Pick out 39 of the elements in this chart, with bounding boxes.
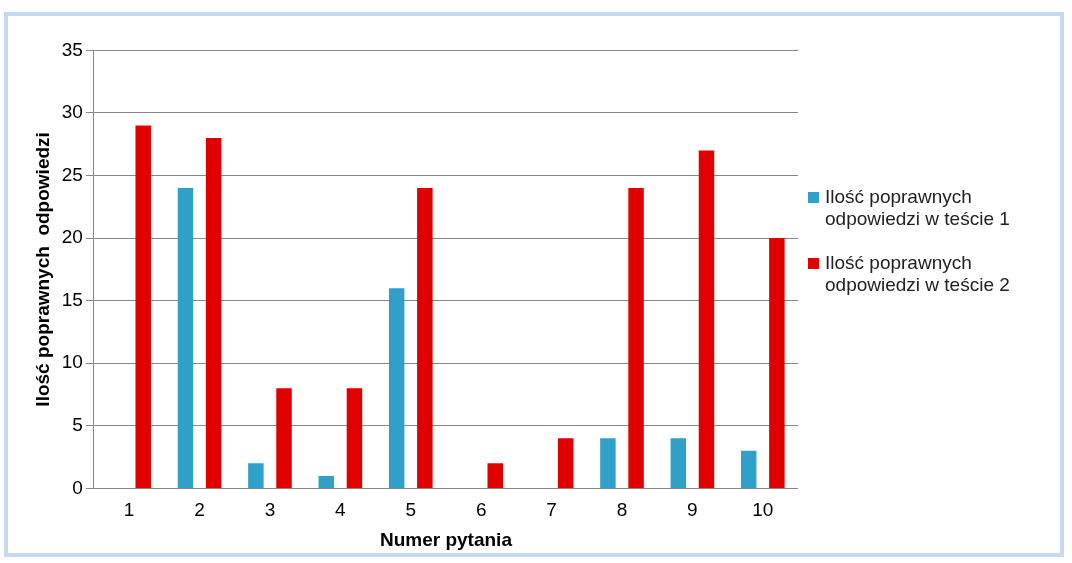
bar (135, 125, 151, 488)
y-tick-label: 0 (72, 476, 83, 498)
y-tick-label: 35 (61, 38, 83, 60)
x-axis-title: Numer pytania (379, 528, 513, 550)
bar (346, 388, 363, 488)
bar (276, 388, 292, 488)
x-tick-label: 3 (264, 499, 276, 521)
x-tick-label: 6 (475, 499, 487, 521)
y-tick-label: 25 (61, 163, 83, 185)
x-tick-label: 8 (616, 499, 628, 521)
legend-label: Ilość poprawnych odpowiedzi w teście 2 (825, 252, 1011, 296)
y-tick-label: 30 (61, 101, 83, 123)
y-tick-label: 15 (61, 288, 83, 310)
bar (318, 475, 335, 488)
x-tick-label: 10 (752, 499, 774, 521)
y-tick-label: 10 (61, 351, 83, 373)
bar (670, 438, 687, 488)
bar (388, 288, 405, 488)
y-axis-title: Ilość poprawnych odpowiedzi (31, 132, 53, 407)
x-tick-label: 4 (335, 499, 347, 521)
x-tick-label: 1 (123, 499, 135, 521)
bar (769, 238, 785, 488)
legend-label: Ilość poprawnych odpowiedzi w teście 1 (825, 186, 1011, 230)
bar (417, 188, 433, 488)
x-tick-label: 2 (194, 499, 205, 521)
bar (740, 450, 757, 488)
bar (698, 150, 715, 488)
x-tick-label: 5 (405, 499, 417, 521)
bar (557, 438, 574, 488)
y-tick-label: 5 (72, 414, 83, 436)
bar (248, 463, 264, 488)
bar (177, 188, 194, 488)
x-tick-label: 9 (687, 499, 698, 521)
bar (487, 463, 503, 488)
y-tick-label: 20 (61, 226, 83, 248)
bar (628, 188, 644, 488)
x-tick-label: 7 (546, 499, 557, 521)
bar (205, 138, 222, 488)
bar (600, 438, 616, 488)
